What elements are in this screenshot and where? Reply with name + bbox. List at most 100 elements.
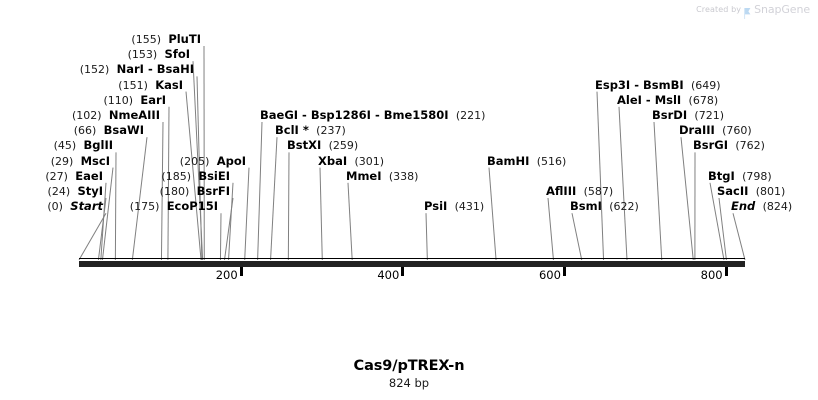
site-leader-line: [680, 137, 694, 261]
enzyme-site-label[interactable]: (152) NarI - BsaHI: [79, 63, 194, 77]
axis-tick-label: 400: [377, 268, 400, 282]
site-leader-line: [270, 137, 278, 261]
enzyme-site-label[interactable]: AleI - MslI (678): [617, 93, 719, 107]
enzyme-site-label[interactable]: (155) PluTI: [131, 32, 201, 47]
enzyme-site-name: SacII: [717, 184, 749, 198]
site-leader-line: [732, 213, 746, 261]
enzyme-site-label[interactable]: BtgI (798): [708, 168, 772, 183]
axis-tick: [562, 267, 566, 276]
sequence-axis-bar: [79, 261, 745, 267]
enzyme-site-name: BsrGI: [693, 138, 728, 153]
enzyme-site-position: (27): [45, 169, 68, 183]
enzyme-site-name: BsmI: [570, 199, 602, 214]
enzyme-site-name: Esp3I - BsmBI: [595, 77, 684, 92]
enzyme-site-label[interactable]: XbaI (301): [318, 153, 385, 168]
enzyme-site-position: (678): [688, 93, 719, 107]
enzyme-site-position: (205): [179, 154, 210, 168]
site-leader-line: [131, 137, 148, 261]
enzyme-site-name: EaeI: [75, 168, 103, 183]
site-leader-line: [347, 182, 353, 261]
enzyme-site-label[interactable]: BaeGI - Bsp1286I - Bme1580I (221): [260, 109, 485, 123]
star-annotation-icon: *: [298, 123, 309, 138]
enzyme-site-position: (102): [71, 109, 102, 122]
enzyme-site-label[interactable]: BsmI (622): [570, 199, 639, 214]
enzyme-site-position: (110): [103, 93, 134, 107]
enzyme-site-label[interactable]: BsrGI (762): [693, 138, 765, 153]
enzyme-site-label[interactable]: (102) NmeAIII: [71, 108, 160, 123]
enzyme-site-position: (760): [722, 124, 752, 138]
axis-tick-label: 600: [538, 268, 561, 282]
enzyme-site-position: (516): [536, 154, 567, 168]
enzyme-site-name: End: [731, 199, 756, 214]
enzyme-site-label[interactable]: BamHI (516): [487, 154, 567, 168]
map-footer: Cas9/pTREX-n 824 bp: [0, 358, 818, 390]
enzyme-site-position: (24): [47, 185, 71, 198]
axis-tick: [724, 267, 728, 276]
enzyme-site-position: (431): [454, 200, 485, 214]
sequence-axis-hairline: [79, 258, 745, 259]
enzyme-site-label[interactable]: (29) MscI: [51, 153, 110, 168]
enzyme-site-name: Start: [70, 199, 103, 214]
enzyme-site-name: KasI: [155, 77, 183, 92]
site-leader-line: [244, 167, 250, 261]
enzyme-site-label[interactable]: BclI * (237): [275, 123, 346, 138]
enzyme-site-label[interactable]: MmeI (338): [346, 168, 418, 183]
enzyme-site-position: (237): [316, 124, 346, 138]
enzyme-site-label[interactable]: End (824): [731, 199, 793, 214]
enzyme-site-label[interactable]: (24) StyI: [47, 185, 103, 199]
enzyme-site-position: (301): [354, 154, 385, 168]
axis-tick: [401, 267, 405, 276]
enzyme-site-position: (66): [73, 124, 97, 138]
site-leader-line: [571, 213, 583, 261]
enzyme-site-name: PluTI: [168, 32, 201, 46]
enzyme-site-label[interactable]: (27) EaeI: [45, 168, 103, 183]
enzyme-site-label[interactable]: (153) SfoI: [128, 48, 190, 62]
enzyme-site-label[interactable]: SacII (801): [717, 184, 785, 199]
enzyme-site-name: MmeI: [346, 168, 382, 183]
enzyme-site-name: MscI: [80, 153, 110, 168]
enzyme-site-label[interactable]: AflIII (587): [546, 184, 614, 199]
site-leader-line: [167, 106, 170, 261]
enzyme-site-name: BtgI: [708, 168, 735, 183]
axis-tick: [239, 267, 243, 276]
enzyme-site-position: (0): [47, 200, 63, 214]
enzyme-site-label[interactable]: (175) EcoP15I: [129, 199, 218, 214]
enzyme-site-label[interactable]: DraIII (760): [679, 123, 752, 138]
enzyme-site-name: NmeAIII: [108, 108, 160, 122]
enzyme-site-position: (175): [129, 200, 160, 214]
enzyme-site-name: BsrDI: [652, 108, 688, 122]
enzyme-site-label[interactable]: (185) BsiEI: [161, 168, 230, 183]
enzyme-site-name: BclI: [275, 123, 299, 138]
enzyme-site-label[interactable]: (0) Start: [47, 199, 103, 214]
enzyme-site-label[interactable]: (151) KasI: [118, 77, 183, 92]
enzyme-site-label[interactable]: BsrDI (721): [652, 108, 724, 123]
enzyme-site-position: (151): [118, 78, 148, 92]
enzyme-site-position: (185): [161, 169, 191, 183]
enzyme-site-name: XbaI: [318, 153, 348, 168]
enzyme-site-name: EcoP15I: [166, 199, 218, 214]
site-leader-line: [319, 167, 323, 261]
enzyme-site-position: (762): [735, 139, 765, 153]
enzyme-site-position: (649): [690, 78, 721, 92]
enzyme-site-name: BglII: [83, 138, 114, 153]
enzyme-site-position: (152): [79, 63, 110, 77]
enzyme-site-label[interactable]: (110) EarI: [103, 93, 166, 107]
site-leader-line: [488, 167, 497, 261]
enzyme-site-label[interactable]: (66) BsaWI: [73, 124, 144, 138]
enzyme-site-label[interactable]: (180) BsrFI: [160, 185, 230, 199]
enzyme-site-label[interactable]: (45) BglII: [54, 138, 114, 153]
enzyme-site-label[interactable]: BstXI (259): [287, 139, 358, 153]
site-leader-line: [219, 213, 222, 261]
enzyme-site-name: BsiEI: [198, 168, 230, 183]
enzyme-site-label[interactable]: PsiI (431): [424, 200, 485, 214]
enzyme-site-name: AflIII: [546, 184, 577, 198]
enzyme-site-label[interactable]: (205) ApoI: [179, 154, 246, 168]
enzyme-site-position: (155): [131, 33, 161, 46]
enzyme-site-position: (587): [583, 185, 614, 198]
enzyme-site-position: (824): [762, 200, 793, 214]
enzyme-site-name: DraIII: [679, 123, 715, 138]
watermark-created-by-label: Created by: [696, 5, 742, 14]
site-leader-line: [718, 197, 727, 261]
enzyme-site-label[interactable]: Esp3I - BsmBI (649): [595, 77, 721, 92]
